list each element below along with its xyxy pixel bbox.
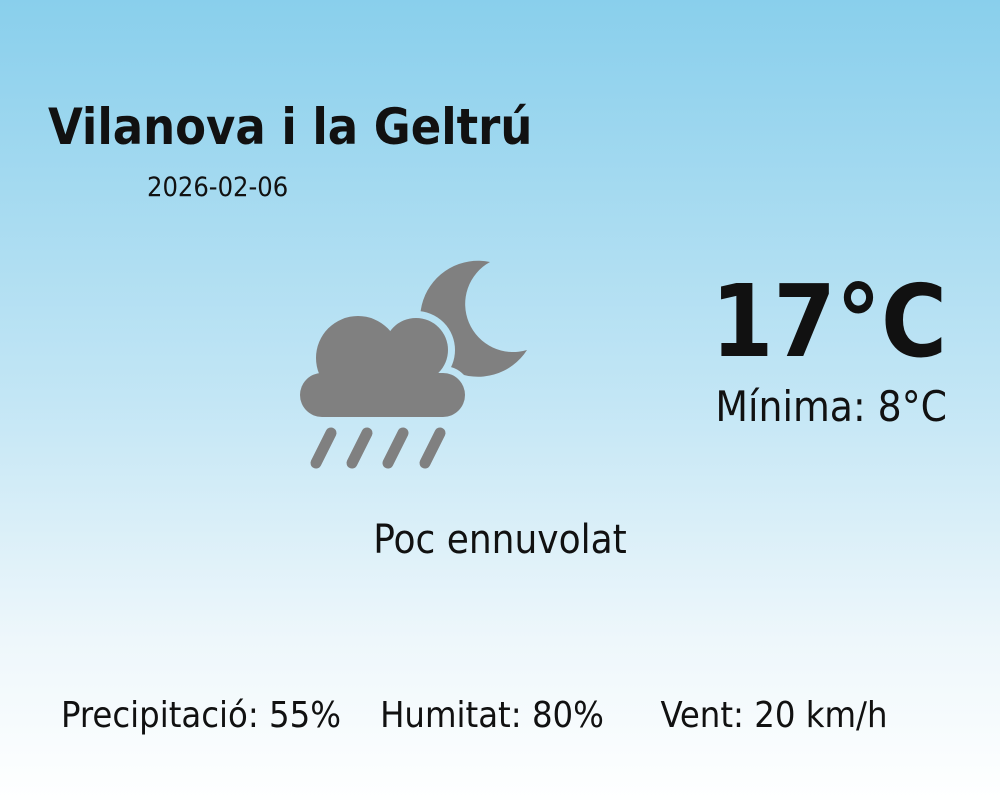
cloud-moon-rain-icon	[298, 258, 538, 473]
condition-text: Poc ennuvolat	[373, 517, 627, 563]
forecast-date: 2026-02-06	[147, 172, 289, 203]
humidity-stat: Humitat: 80%	[380, 695, 604, 736]
rain-streaks-icon	[310, 427, 446, 469]
precipitation-stat: Precipitació: 55%	[60, 695, 342, 736]
cloud-icon	[300, 316, 465, 417]
wind-stat: Vent: 20 km/h	[660, 695, 888, 736]
current-temperature: 17°C	[710, 263, 947, 380]
weather-icon-svg	[300, 260, 527, 469]
location-title: Vilanova i la Geltrú	[48, 98, 533, 156]
minimum-temperature: Mínima: 8°C	[715, 382, 947, 431]
